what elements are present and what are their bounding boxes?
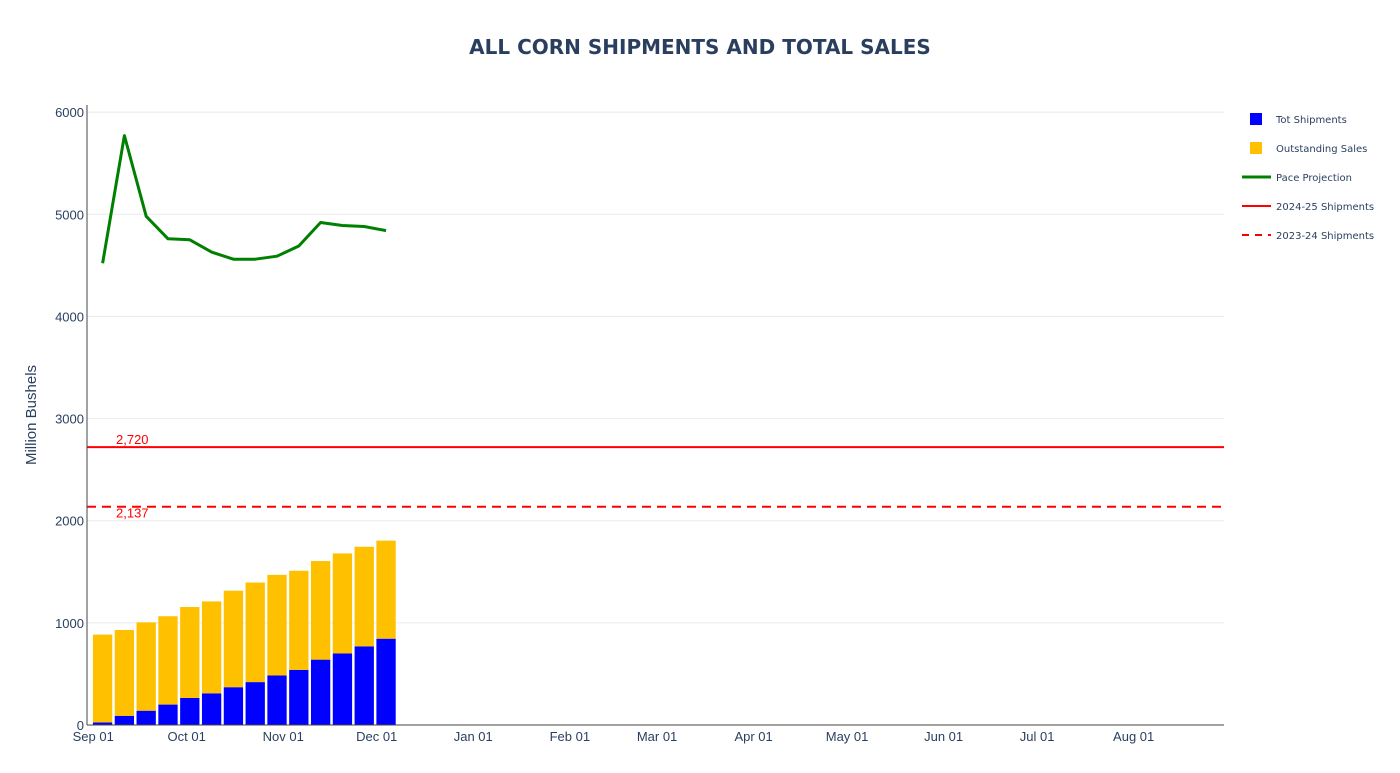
bar-outstanding-sales — [180, 607, 200, 698]
x-tick-label: Apr 01 — [734, 729, 772, 744]
bar-tot-shipments — [92, 722, 113, 725]
y-tick-labels: 0 1000 2000 3000 4000 5000 6000 — [55, 105, 84, 733]
bar-outstanding-sales — [245, 582, 265, 683]
bars — [92, 540, 396, 725]
bar-tot-shipments — [114, 715, 135, 725]
pace-projection-line — [101, 134, 387, 264]
pace-projection-path — [101, 134, 387, 264]
bar-outstanding-sales — [158, 616, 178, 705]
bar-tot-shipments — [245, 682, 265, 725]
bar-tot-shipments — [158, 704, 178, 725]
bar-outstanding-sales — [376, 540, 396, 639]
y-tick-label: 3000 — [55, 412, 84, 427]
bar-tot-shipments — [267, 675, 287, 725]
axes — [86, 105, 1224, 726]
y-tick-label: 4000 — [55, 309, 84, 324]
chart-title: ALL CORN SHIPMENTS AND TOTAL SALES — [469, 35, 931, 59]
legend-label: Tot Shipments — [1275, 115, 1347, 126]
legend[interactable]: Tot Shipments Outstanding Sales Pace Proje… — [1242, 113, 1374, 242]
bar-outstanding-sales — [267, 574, 287, 676]
bar-tot-shipments — [310, 659, 331, 725]
bar-outstanding-sales — [310, 561, 331, 660]
legend-tot-shipments[interactable]: Tot Shipments — [1250, 113, 1347, 126]
legend-outstanding-sales[interactable]: Outstanding Sales — [1250, 142, 1367, 155]
x-tick-label: Jan 01 — [454, 729, 493, 744]
x-tick-label: May 01 — [826, 729, 869, 744]
x-tick-label: Jul 01 — [1020, 729, 1055, 744]
bar-tot-shipments — [180, 697, 200, 725]
legend-label: Outstanding Sales — [1276, 144, 1367, 155]
bar-outstanding-sales — [289, 570, 309, 670]
x-tick-labels: Sep 01 Oct 01 Nov 01 Dec 01 Jan 01 Feb 01 Mar … — [73, 729, 1155, 744]
y-axis-title: Million Bushels — [23, 365, 40, 465]
legend-label: 2023-24 Shipments — [1276, 231, 1374, 242]
y-tick-label: 2000 — [55, 514, 84, 529]
x-tick-label: Jun 01 — [924, 729, 963, 744]
bar-tot-shipments — [332, 653, 353, 725]
bar-tot-shipments — [223, 687, 244, 725]
legend-label: 2024-25 Shipments — [1276, 202, 1374, 213]
x-tick-label: Dec 01 — [356, 729, 397, 744]
bar-tot-shipments — [354, 646, 374, 725]
x-tick-label: Oct 01 — [168, 729, 206, 744]
legend-2023-24-shipments[interactable]: 2023-24 Shipments — [1242, 231, 1374, 242]
legend-swatch — [1250, 142, 1262, 154]
ref-line-label: 2,720 — [116, 432, 149, 447]
bar-tot-shipments — [289, 669, 309, 725]
x-tick-label: Feb 01 — [550, 729, 590, 744]
bar-tot-shipments — [201, 693, 222, 725]
x-tick-label: Nov 01 — [263, 729, 304, 744]
bar-tot-shipments — [376, 638, 396, 725]
bar-outstanding-sales — [223, 590, 244, 688]
bar-outstanding-sales — [201, 601, 222, 694]
y-tick-label: 1000 — [55, 616, 84, 631]
bar-outstanding-sales — [136, 622, 156, 711]
bar-tot-shipments — [136, 710, 156, 725]
x-tick-label: Mar 01 — [637, 729, 677, 744]
bar-outstanding-sales — [114, 630, 135, 716]
bar-outstanding-sales — [92, 634, 113, 723]
legend-2024-25-shipments[interactable]: 2024-25 Shipments — [1242, 202, 1374, 213]
y-tick-label: 6000 — [55, 105, 84, 120]
legend-label: Pace Projection — [1276, 173, 1352, 184]
gridlines — [87, 111, 1224, 624]
legend-swatch — [1250, 113, 1262, 125]
x-tick-label: Sep 01 — [73, 729, 114, 744]
y-tick-label: 5000 — [55, 207, 84, 222]
bar-outstanding-sales — [332, 553, 353, 654]
ref-line-label: 2,137 — [116, 506, 149, 521]
y-tick-label: 0 — [77, 718, 84, 733]
legend-pace-projection[interactable]: Pace Projection — [1242, 173, 1352, 184]
bar-outstanding-sales — [354, 546, 374, 647]
x-tick-label: Aug 01 — [1113, 729, 1154, 744]
reference-lines: 2,720 2,137 — [87, 432, 1224, 521]
